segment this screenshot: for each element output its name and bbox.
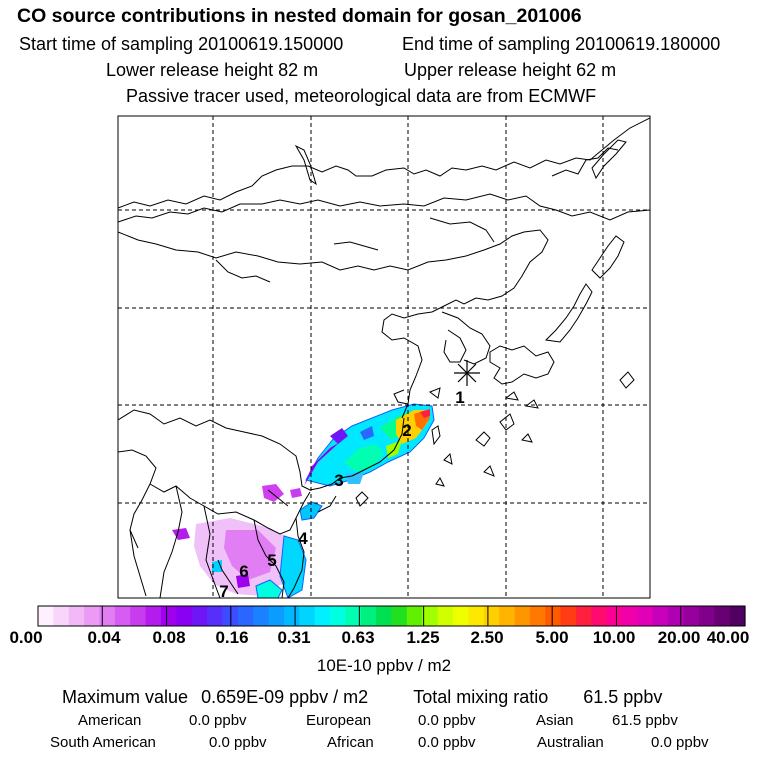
colorbar-cell <box>391 606 408 626</box>
colorbar-cell <box>483 606 500 626</box>
colorbar-tick-labels: 0.00 0.04 0.08 0.16 0.31 0.63 1.25 2.50 … <box>0 628 768 652</box>
colorbar-tick: 5.00 <box>535 628 569 647</box>
asterisk-icon <box>454 360 480 386</box>
colorbar-tick: 10.00 <box>592 628 636 647</box>
colorbar-cell <box>514 606 531 626</box>
trajectory-label-3: 3 <box>334 471 343 490</box>
colorbar-tick: 0.63 <box>341 628 375 647</box>
colorbar-cell <box>38 606 54 626</box>
colorbar-tick: 1.25 <box>406 628 440 647</box>
colorbar-cell <box>360 606 377 626</box>
upper-release-height: Upper release height 62 m <box>404 60 617 80</box>
colorbar-cell <box>683 606 700 626</box>
colorbar-cell <box>499 606 516 626</box>
colorbar-cell <box>637 606 654 626</box>
colorbar-cell <box>422 606 439 626</box>
map-content <box>118 116 650 598</box>
region-value: 0.0 ppbv <box>209 734 267 751</box>
tracer-note: Passive tracer used, meteorological data… <box>126 86 597 106</box>
colorbar-cell <box>668 606 685 626</box>
colorbar-dividers <box>101 606 682 626</box>
region-name: Asian <box>536 712 574 729</box>
colorbar-cell <box>622 606 639 626</box>
colorbar-cell <box>529 606 546 626</box>
region-name: African <box>327 734 374 751</box>
region-value: 0.0 ppbv <box>418 734 476 751</box>
colorbar-cell <box>314 606 331 626</box>
trajectory-label-4: 4 <box>298 529 308 548</box>
colorbar-cell <box>84 606 101 626</box>
colorbar-cell <box>560 606 577 626</box>
colorbar-cell <box>698 606 715 626</box>
colorbar-cell <box>652 606 669 626</box>
colorbar-cell <box>606 606 623 626</box>
colorbar-cell <box>68 606 85 626</box>
colorbar-cell <box>99 606 116 626</box>
colorbar-tick: 0.08 <box>152 628 186 647</box>
colorbar-cell <box>299 606 316 626</box>
colorbar-tick: 0.31 <box>277 628 311 647</box>
colorbar-cell <box>145 606 162 626</box>
start-time-label: Start time of sampling 20100619.150000 <box>19 34 344 54</box>
trajectory-label-5: 5 <box>267 551 276 570</box>
summary-line: Maximum value 0.659E-09 ppbv / m2 Total … <box>62 687 662 708</box>
total-mixing-label: Total mixing ratio <box>413 687 549 707</box>
colorbar-tick: 20.00 <box>657 628 701 647</box>
figure-title: CO source contributions in nested domain… <box>17 5 582 27</box>
trajectory-label-1: 1 <box>455 388 464 407</box>
colorbar-cell <box>575 606 592 626</box>
colorbar-cell <box>207 606 224 626</box>
colorbar-tick: 2.50 <box>470 628 504 647</box>
colorbar-cell <box>437 606 454 626</box>
colorbar-cell <box>406 606 423 626</box>
region-value: 61.5 ppbv <box>612 712 678 729</box>
colorbar-tick: 0.04 <box>87 628 121 647</box>
colorbar-cell <box>176 606 193 626</box>
colorbar-cell <box>283 606 300 626</box>
colorbar-cell <box>53 606 70 626</box>
end-time-label: End time of sampling 20100619.180000 <box>402 34 721 54</box>
colorbar-cell <box>376 606 393 626</box>
colorbar-cell <box>191 606 208 626</box>
colorbar-cell <box>160 606 177 626</box>
colorbar-cell <box>268 606 285 626</box>
colorbar-cell <box>330 606 346 626</box>
colorbar-tick: 0.16 <box>215 628 249 647</box>
region-value: 0.0 ppbv <box>651 734 709 751</box>
colorbar-units: 10E-10 ppbv / m2 <box>316 656 452 675</box>
colorbar-cell <box>452 606 469 626</box>
map-frame <box>117 115 651 599</box>
region-name: South American <box>50 734 156 751</box>
trajectory-label-7: 7 <box>219 582 228 601</box>
lower-release-height: Lower release height 82 m <box>106 60 319 80</box>
region-name: European <box>306 712 372 729</box>
colorbar-cell <box>345 606 362 626</box>
total-mixing-value: 61.5 ppbv <box>583 687 663 707</box>
region-name: American <box>78 712 142 729</box>
colorbar-cell <box>729 606 746 626</box>
source-contribution-plume <box>172 403 435 598</box>
graticule <box>118 116 650 598</box>
colorbar-cell <box>253 606 270 626</box>
colorbar-frame <box>37 605 746 627</box>
region-name: Australian <box>537 734 604 751</box>
max-value-label: Maximum value <box>62 687 189 707</box>
colorbar-cell <box>114 606 131 626</box>
colorbar-tick: 40.00 <box>706 628 750 647</box>
colorbar-cell <box>130 606 147 626</box>
colorbar-cell <box>468 606 485 626</box>
colorbar <box>38 606 746 626</box>
colorbar-cell <box>591 606 608 626</box>
region-value: 0.0 ppbv <box>189 712 247 729</box>
colorbar-cell <box>545 606 562 626</box>
colorbar-cell <box>237 606 254 626</box>
trajectory-label-2: 2 <box>402 421 411 440</box>
max-value: 0.659E-09 ppbv / m2 <box>201 687 369 707</box>
colorbar-cell <box>714 606 731 626</box>
region-value: 0.0 ppbv <box>418 712 476 729</box>
colorbar-tick: 0.00 <box>9 628 43 647</box>
trajectory-label-6: 6 <box>239 562 248 581</box>
